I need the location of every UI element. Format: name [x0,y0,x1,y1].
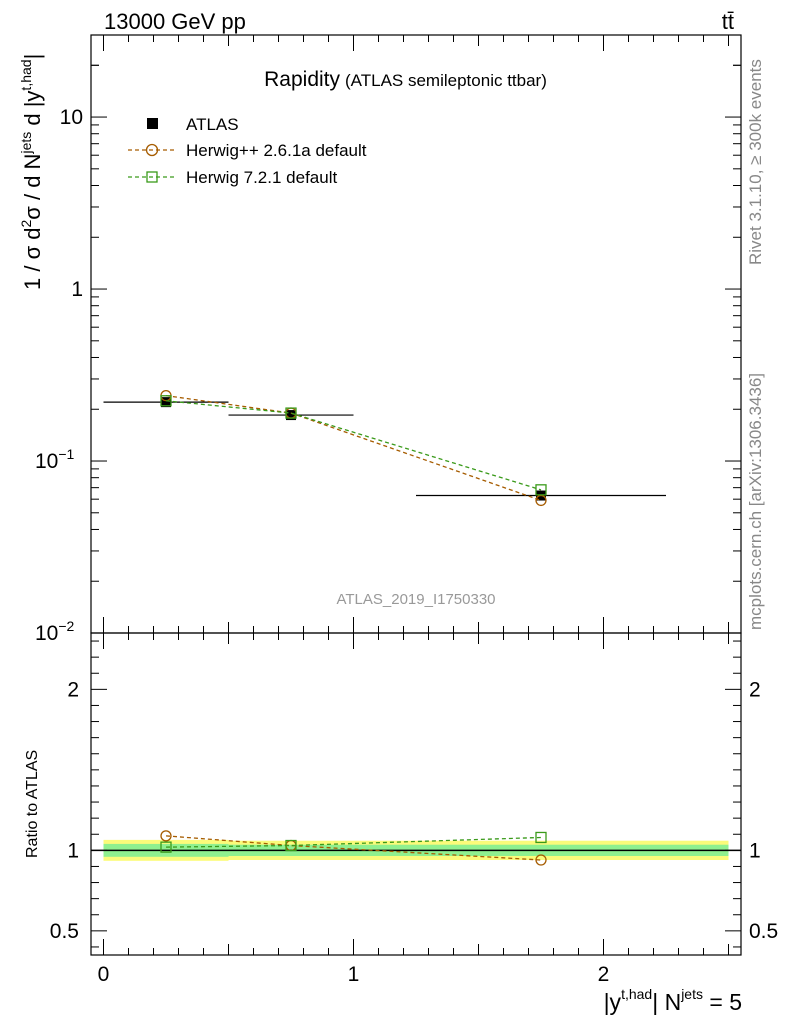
main-y-axis-label: 1 / σ d2σ / d Njets d |yt,had| [18,54,45,290]
legend-atlas-marker [147,118,158,129]
main-y-tick-label: 10−1 [35,446,75,473]
main-series-0-point [286,410,296,421]
legend-entry-herwigpp: Herwig++ 2.6.1a default [186,141,367,160]
ratio-y-tick-label-right: 2 [749,678,761,701]
main-subtitle: (ATLAS semileptonic ttbar) [345,71,547,90]
legend: ATLAS Herwig++ 2.6.1a default Herwig 7.2… [128,115,367,187]
ratio-y-tick-label-right: 1 [749,839,761,862]
main-y-tick-label: 10−2 [35,618,75,645]
main-series-0-point [161,397,171,408]
legend-entry-atlas: ATLAS [186,115,239,134]
ratio-y-tick-label: 1 [67,839,79,862]
ratio-series-1-point [535,831,547,844]
ratio-series-1-point [160,841,172,853]
main-title: Rapidity [264,68,340,91]
x-axis-label: |yt,had| Njets = 5 [604,986,742,1015]
process-label: tt̄ [722,9,734,34]
ratio-series-0-point [535,854,547,866]
ratio-y-tick-label: 2 [67,678,79,701]
x-tick-label: 2 [598,963,610,986]
legend-herwig7-marker [146,171,158,183]
rivet-label: Rivet 3.1.10, ≥ 300k events [746,59,765,265]
legend-entry-herwig7: Herwig 7.2.1 default [186,168,337,187]
x-tick-label: 1 [348,963,360,986]
main-panel: 10 1 10−1 10−2 Rapidity (ATLAS semileptonic… [18,34,742,645]
main-series-2-point [160,395,172,407]
ratio-y-tick-label-right: 0.5 [749,920,778,943]
ratio-y-axis-label: Ratio to ATLAS [24,750,41,858]
energy-label: 13000 GeV pp [104,9,246,34]
main-y-tick-label: 1 [71,278,83,301]
legend-herwigpp-marker [145,143,159,157]
main-series-2-line [165,400,542,491]
ratio-frame [90,632,742,956]
main-series-2-point [535,484,547,496]
ratio-y-tick-label: 0.5 [50,920,79,943]
mcplots-label: mcplots.cern.ch [arXiv:1306.3436] [746,373,765,630]
analysis-watermark: ATLAS_2019_I1750330 [336,591,495,608]
main-series-1-line [165,394,542,502]
ratio-series-0-point [160,830,172,842]
ratio-series-1-point [285,839,297,852]
ratio-panel: 0 1 2 0.5 0.5 1 1 2 2 Ratio to ATLAS |yt,had| Nj… [24,632,778,1015]
main-series-2-point [285,407,297,419]
main-y-tick-label: 10 [60,106,83,129]
x-tick-label: 0 [98,963,110,986]
